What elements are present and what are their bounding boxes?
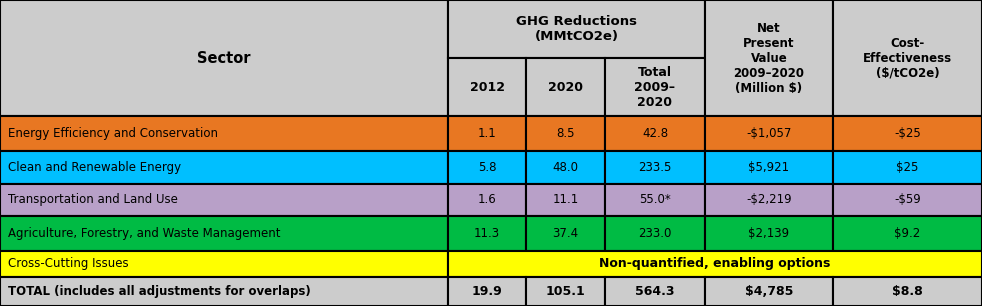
Text: 8.5: 8.5 <box>557 127 574 140</box>
Bar <box>448 184 526 216</box>
Text: 1.6: 1.6 <box>477 193 497 206</box>
Bar <box>605 151 705 184</box>
Text: 1.1: 1.1 <box>477 127 497 140</box>
Text: Non-quantified, enabling options: Non-quantified, enabling options <box>599 257 831 271</box>
Text: $9.2: $9.2 <box>895 227 920 240</box>
Text: $5,921: $5,921 <box>748 161 790 174</box>
Bar <box>833 216 982 251</box>
Bar <box>705 216 833 251</box>
Bar <box>605 58 705 116</box>
Text: 55.0*: 55.0* <box>639 193 671 206</box>
Bar <box>448 216 526 251</box>
Text: -$59: -$59 <box>894 193 921 206</box>
Bar <box>0 277 448 306</box>
Bar <box>833 151 982 184</box>
Bar <box>448 277 526 306</box>
Bar <box>526 116 605 151</box>
Bar <box>0 116 448 151</box>
Bar <box>0 184 448 216</box>
Text: Total
2009–
2020: Total 2009– 2020 <box>634 66 676 109</box>
Bar <box>833 116 982 151</box>
Text: Sector: Sector <box>197 50 250 66</box>
Bar <box>526 58 605 116</box>
Bar <box>0 216 448 251</box>
Text: -$25: -$25 <box>894 127 921 140</box>
Text: 2020: 2020 <box>548 81 583 94</box>
Text: 19.9: 19.9 <box>471 285 503 298</box>
Text: $4,785: $4,785 <box>744 285 793 298</box>
Text: TOTAL (includes all adjustments for overlaps): TOTAL (includes all adjustments for over… <box>8 285 310 298</box>
Text: 11.1: 11.1 <box>553 193 578 206</box>
Bar <box>705 0 833 116</box>
Text: 2012: 2012 <box>469 81 505 94</box>
Bar <box>448 251 982 277</box>
Text: 233.5: 233.5 <box>638 161 672 174</box>
Bar <box>705 151 833 184</box>
Bar <box>605 216 705 251</box>
Text: $2,139: $2,139 <box>748 227 790 240</box>
Bar <box>448 116 526 151</box>
Text: Agriculture, Forestry, and Waste Management: Agriculture, Forestry, and Waste Managem… <box>8 227 280 240</box>
Bar <box>526 216 605 251</box>
Text: 11.3: 11.3 <box>474 227 500 240</box>
Bar <box>448 151 526 184</box>
Bar <box>833 0 982 116</box>
Text: 564.3: 564.3 <box>635 285 675 298</box>
Bar <box>605 277 705 306</box>
Bar <box>833 277 982 306</box>
Bar <box>705 116 833 151</box>
Bar <box>448 58 526 116</box>
Bar <box>448 0 705 58</box>
Text: 42.8: 42.8 <box>642 127 668 140</box>
Text: $8.8: $8.8 <box>892 285 923 298</box>
Bar <box>605 116 705 151</box>
Text: Clean and Renewable Energy: Clean and Renewable Energy <box>8 161 181 174</box>
Bar <box>0 0 448 116</box>
Text: 48.0: 48.0 <box>553 161 578 174</box>
Bar <box>0 251 448 277</box>
Bar <box>526 277 605 306</box>
Bar <box>0 151 448 184</box>
Bar <box>705 277 833 306</box>
Text: -$2,219: -$2,219 <box>746 193 791 206</box>
Bar <box>526 151 605 184</box>
Bar <box>605 184 705 216</box>
Bar <box>705 184 833 216</box>
Text: 5.8: 5.8 <box>478 161 496 174</box>
Text: Cross-Cutting Issues: Cross-Cutting Issues <box>8 257 129 271</box>
Text: 105.1: 105.1 <box>546 285 585 298</box>
Text: -$1,057: -$1,057 <box>746 127 791 140</box>
Bar <box>526 184 605 216</box>
Text: 37.4: 37.4 <box>553 227 578 240</box>
Text: Transportation and Land Use: Transportation and Land Use <box>8 193 178 206</box>
Text: Energy Efficiency and Conservation: Energy Efficiency and Conservation <box>8 127 218 140</box>
Text: 233.0: 233.0 <box>638 227 672 240</box>
Text: $25: $25 <box>897 161 918 174</box>
Text: Cost-
Effectiveness
($/tCO2e): Cost- Effectiveness ($/tCO2e) <box>863 37 952 80</box>
Text: Net
Present
Value
2009–2020
(Million $): Net Present Value 2009–2020 (Million $) <box>734 22 804 95</box>
Bar <box>833 184 982 216</box>
Text: GHG Reductions
(MMtCO2e): GHG Reductions (MMtCO2e) <box>516 15 637 43</box>
